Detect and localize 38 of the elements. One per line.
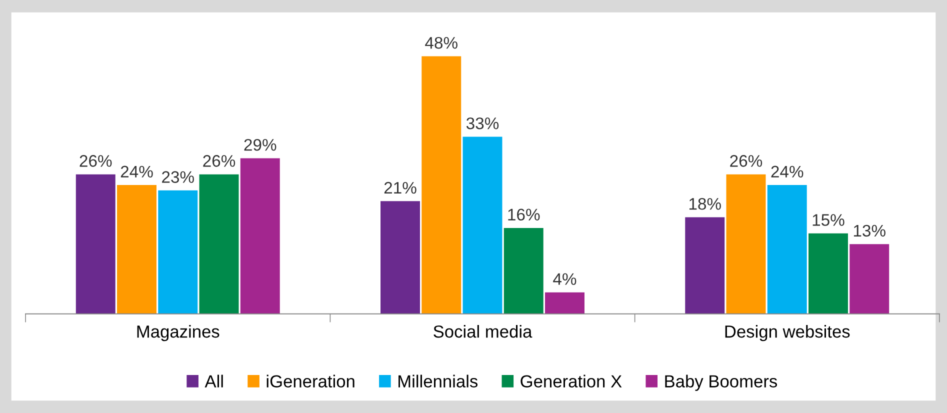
- bar: [850, 244, 890, 314]
- x-tick-label: Design websites: [725, 324, 850, 342]
- data-label: 23%: [162, 171, 194, 183]
- data-label: 15%: [812, 214, 844, 226]
- data-label: 21%: [384, 182, 416, 194]
- data-label: 18%: [689, 198, 721, 210]
- legend-label: Baby Boomers: [665, 374, 778, 391]
- data-label: 48%: [425, 36, 458, 49]
- data-label: 29%: [244, 138, 276, 151]
- bar: [158, 190, 198, 314]
- bar: [76, 174, 116, 314]
- bar: [422, 56, 462, 314]
- bar: [462, 136, 502, 314]
- bar: [685, 217, 725, 314]
- legend-label: All: [204, 374, 223, 388]
- legend-label: Millennials: [398, 374, 478, 388]
- data-label: 24%: [771, 166, 804, 178]
- data-label: 4%: [553, 273, 576, 285]
- data-label: 26%: [203, 155, 236, 167]
- data-label: 26%: [80, 155, 112, 167]
- data-label: 33%: [466, 117, 499, 130]
- data-label: 13%: [854, 224, 886, 237]
- data-label: 24%: [120, 166, 153, 178]
- bar: [767, 185, 807, 314]
- bar: [808, 233, 848, 314]
- bar: [240, 158, 280, 314]
- x-tick-label: Social media: [434, 324, 532, 338]
- data-label: 16%: [508, 208, 540, 221]
- bar: [199, 174, 239, 314]
- x-tick-label: Magazines: [137, 324, 220, 342]
- bar: [545, 292, 584, 314]
- bar: [380, 201, 420, 314]
- bar: [504, 228, 544, 314]
- bar: [726, 174, 766, 314]
- legend-label: iGeneration: [266, 374, 354, 388]
- legend-label: Generation X: [520, 374, 622, 388]
- data-label: 26%: [730, 155, 762, 167]
- bar: [117, 185, 156, 314]
